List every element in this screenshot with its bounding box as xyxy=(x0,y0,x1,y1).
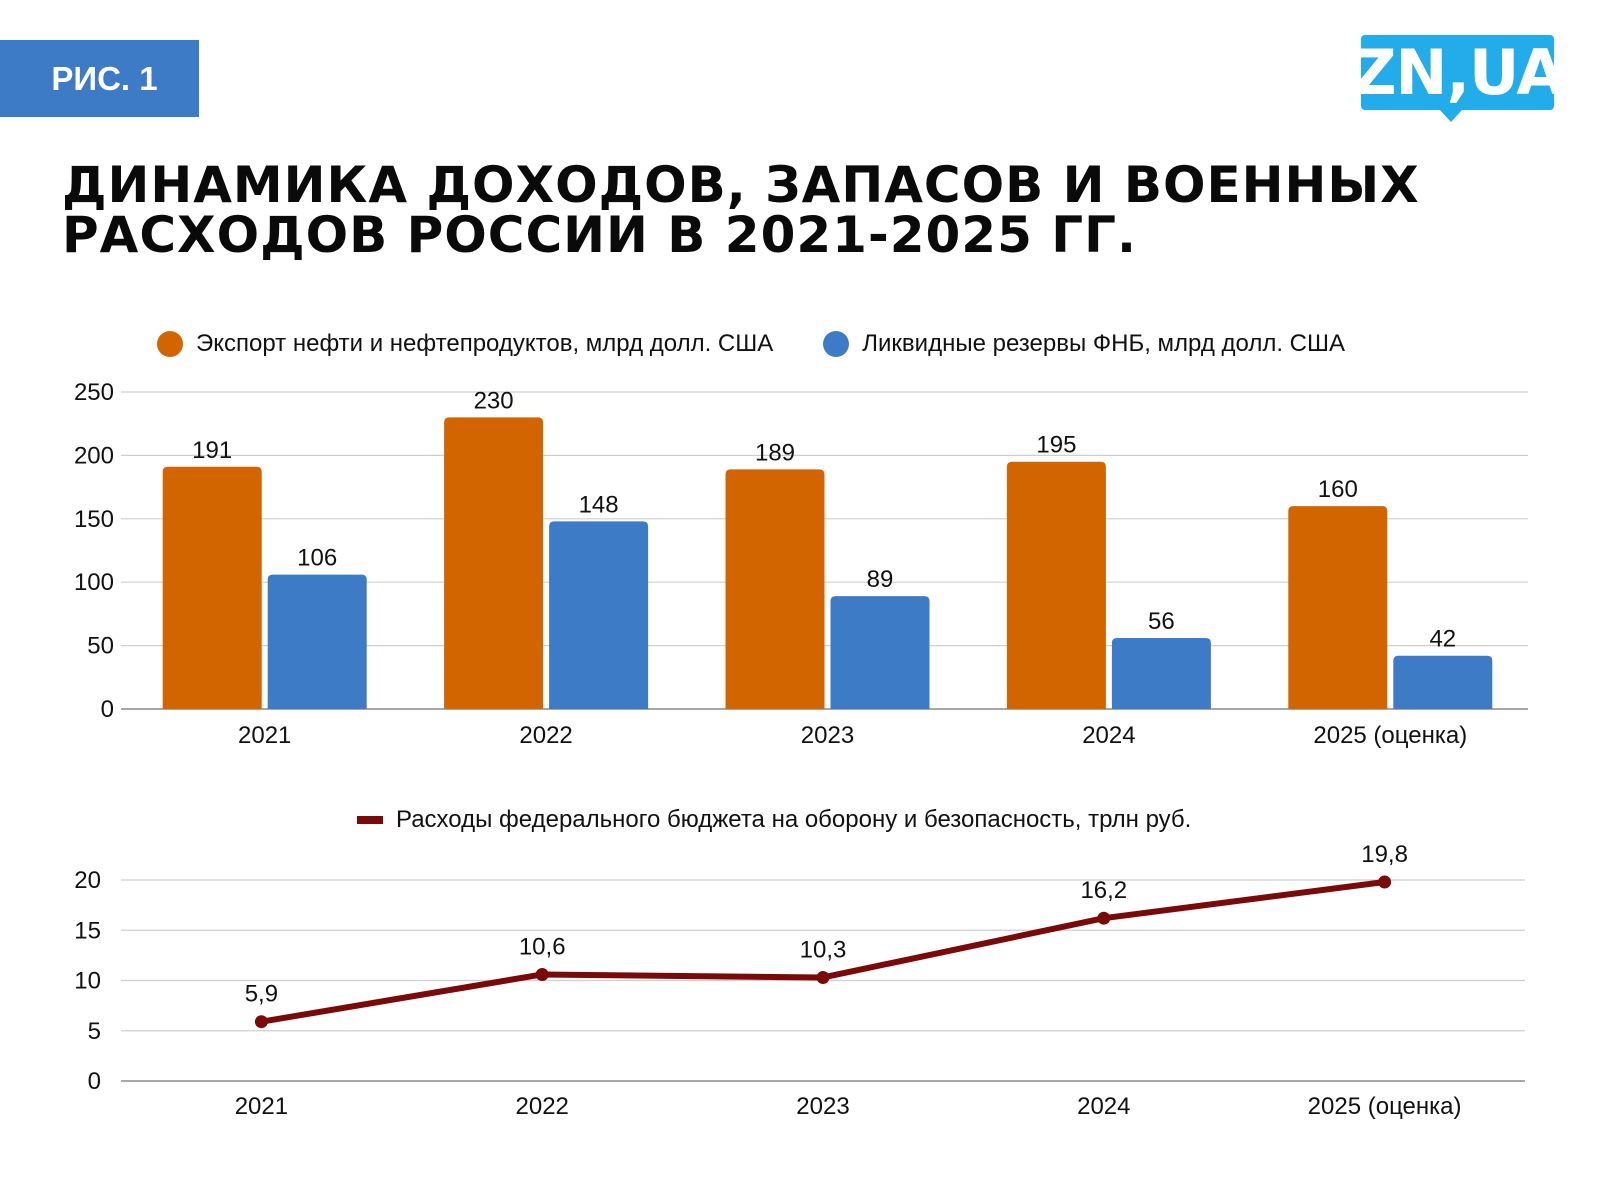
x-tick-label: 2023 xyxy=(801,722,854,749)
legend-item-defense-spending: Расходы федерального бюджета на оборону … xyxy=(357,806,1191,834)
data-point-marker xyxy=(816,970,830,984)
bar xyxy=(1393,655,1493,709)
legend-label: Расходы федерального бюджета на оборону … xyxy=(396,806,1192,833)
bar xyxy=(549,521,649,709)
line-swatch-icon xyxy=(357,816,383,824)
x-tick-label: 2022 xyxy=(519,722,572,749)
figure-badge: РИС. 1 xyxy=(0,40,199,117)
bar xyxy=(162,466,262,709)
y-tick-label: 200 xyxy=(74,442,114,469)
page-title: ДИНАМИКА ДОХОДОВ, ЗАПАСОВ И ВОЕННЫХ РАСХ… xyxy=(62,160,1420,260)
x-tick-label: 2022 xyxy=(516,1093,569,1120)
bar-chart-legend: Экспорт нефти и нефтепродуктов, млрд дол… xyxy=(157,330,1395,358)
bar-value-label: 148 xyxy=(579,491,619,518)
bar xyxy=(830,596,930,709)
y-tick-label: 10 xyxy=(74,968,101,995)
bar-value-label: 191 xyxy=(192,437,232,464)
point-value-label: 19,8 xyxy=(1361,841,1408,868)
blue-dot-icon xyxy=(823,331,850,357)
bar xyxy=(1006,461,1106,709)
y-tick-label: 5 xyxy=(88,1018,101,1045)
bar-value-label: 42 xyxy=(1429,626,1456,653)
bar-value-label: 106 xyxy=(297,545,337,572)
data-point-marker xyxy=(1378,875,1392,889)
bar-value-label: 56 xyxy=(1148,608,1175,635)
x-tick-label: 2024 xyxy=(1077,1093,1130,1120)
title-line-1: ДИНАМИКА ДОХОДОВ, ЗАПАСОВ И ВОЕННЫХ xyxy=(62,156,1420,214)
x-tick-label: 2021 xyxy=(238,722,291,749)
bar-value-label: 89 xyxy=(867,566,894,593)
point-value-label: 10,3 xyxy=(800,936,847,963)
y-tick-label: 250 xyxy=(74,379,114,406)
title-line-2: РАСХОДОВ РОССИИ В 2021-2025 ГГ. xyxy=(62,206,1137,264)
bar xyxy=(267,574,367,709)
bar-value-label: 195 xyxy=(1036,432,1076,459)
data-point-marker xyxy=(1097,911,1111,925)
y-tick-label: 0 xyxy=(88,1068,101,1095)
bar-value-label: 160 xyxy=(1318,476,1358,503)
bar xyxy=(725,469,825,709)
x-tick-label: 2024 xyxy=(1082,722,1135,749)
legend-item-fnb-reserves: Ликвидные резервы ФНБ, млрд долл. США xyxy=(823,330,1345,358)
defense-spending-line xyxy=(260,879,1385,1025)
bar xyxy=(1288,506,1388,709)
data-point-marker xyxy=(535,967,549,981)
y-tick-label: 15 xyxy=(74,917,101,944)
data-point-marker xyxy=(254,1015,268,1029)
bar-value-label: 230 xyxy=(474,387,514,414)
line-chart-legend: Расходы федерального бюджета на оборону … xyxy=(357,806,1241,834)
orange-dot-icon xyxy=(157,331,183,357)
x-tick-label: 2025 (оценка) xyxy=(1308,1093,1462,1120)
x-tick-label: 2025 (оценка) xyxy=(1313,722,1467,749)
point-value-label: 5,9 xyxy=(245,981,278,1008)
bar xyxy=(1111,637,1211,709)
zn-ua-logo: ZN,UA xyxy=(1351,35,1564,122)
x-tick-label: 2021 xyxy=(235,1093,288,1120)
y-tick-label: 20 xyxy=(74,867,101,894)
x-tick-label: 2023 xyxy=(796,1093,849,1120)
legend-label: Ликвидные резервы ФНБ, млрд долл. США xyxy=(862,330,1346,357)
y-tick-label: 100 xyxy=(74,569,114,596)
point-value-label: 10,6 xyxy=(519,933,566,960)
y-tick-label: 0 xyxy=(101,696,114,723)
legend-label: Экспорт нефти и нефтепродуктов, млрд дол… xyxy=(196,330,774,357)
bar xyxy=(444,417,544,709)
y-tick-label: 150 xyxy=(74,506,114,533)
bar-value-label: 189 xyxy=(755,439,795,466)
y-tick-label: 50 xyxy=(87,633,114,660)
point-value-label: 16,2 xyxy=(1080,877,1127,904)
legend-item-oil-export: Экспорт нефти и нефтепродуктов, млрд дол… xyxy=(157,330,773,358)
